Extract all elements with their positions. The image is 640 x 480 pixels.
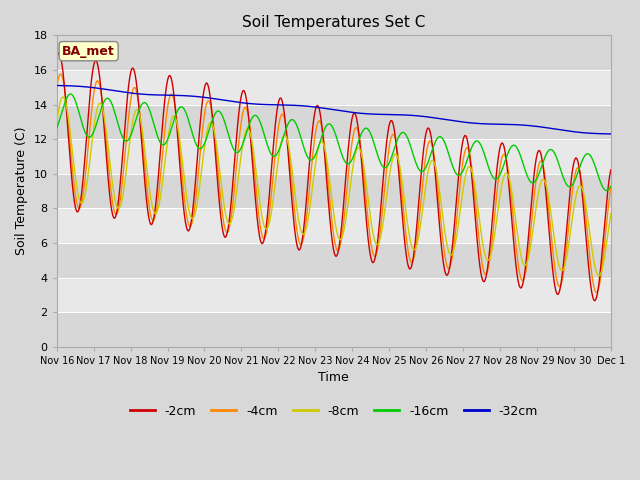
X-axis label: Time: Time <box>319 372 349 384</box>
Bar <box>57 36 611 70</box>
Bar <box>57 312 611 347</box>
Title: Soil Temperatures Set C: Soil Temperatures Set C <box>242 15 426 30</box>
Y-axis label: Soil Temperature (C): Soil Temperature (C) <box>15 127 28 255</box>
Bar <box>57 174 611 208</box>
Bar <box>57 243 611 277</box>
Bar <box>57 105 611 139</box>
Text: BA_met: BA_met <box>62 45 115 58</box>
Legend: -2cm, -4cm, -8cm, -16cm, -32cm: -2cm, -4cm, -8cm, -16cm, -32cm <box>125 400 543 423</box>
